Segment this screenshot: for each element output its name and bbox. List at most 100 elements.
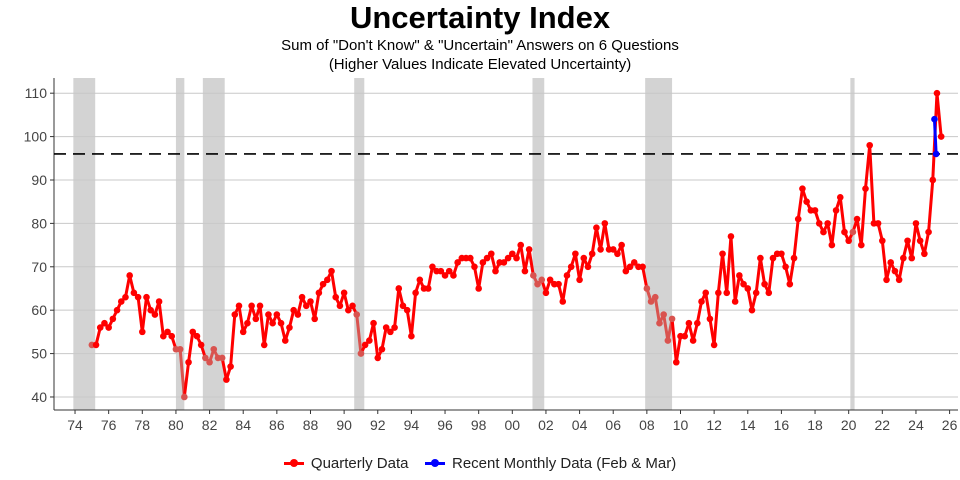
quarterly-point	[113, 306, 121, 314]
quarterly-line-segment	[372, 321, 380, 360]
quarterly-point	[164, 328, 171, 336]
quarterly-point	[487, 250, 495, 258]
quarterly-point	[366, 337, 373, 344]
quarterly-point	[937, 133, 945, 140]
x-tick-label: 94	[404, 417, 420, 433]
quarterly-point	[206, 358, 213, 366]
legend-key-monthly	[424, 457, 445, 469]
x-tick-label: 80	[168, 417, 184, 433]
quarterly-point	[122, 293, 129, 301]
recession-band	[354, 78, 365, 410]
quarterly-point	[811, 207, 819, 214]
recession-band	[532, 78, 545, 410]
quarterly-point	[109, 315, 117, 323]
quarterly-point	[319, 280, 327, 288]
quarterly-line-segment	[838, 195, 846, 234]
quarterly-line-segment	[859, 187, 867, 247]
quarterly-point	[202, 354, 209, 362]
quarterly-point	[475, 285, 482, 292]
quarterly-point	[593, 224, 600, 232]
quarterly-point	[273, 311, 281, 318]
x-tick-label: 90	[336, 417, 352, 433]
quarterly-line-segment	[519, 243, 527, 273]
quarterly-line-segment	[792, 217, 800, 260]
quarterly-point	[614, 250, 621, 258]
quarterly-point	[803, 198, 810, 205]
quarterly-point	[874, 220, 882, 227]
quarterly-point	[223, 376, 230, 383]
quarterly-line-segment	[662, 313, 670, 343]
recession-band	[850, 78, 855, 410]
quarterly-line-segment	[426, 265, 434, 290]
quarterly-point	[866, 141, 874, 149]
y-tick-label: 100	[24, 129, 48, 145]
quarterly-line-segment	[477, 260, 485, 290]
quarterly-line-segment	[758, 256, 767, 286]
quarterly-line-segment	[229, 313, 237, 369]
quarterly-point	[736, 272, 743, 279]
recession-band	[202, 78, 225, 410]
quarterly-point	[715, 289, 722, 297]
quarterly-point	[782, 263, 789, 271]
quarterly-line-segment	[561, 273, 569, 304]
quarterly-point	[361, 341, 369, 349]
quarterly-point	[651, 293, 659, 301]
quarterly-point	[597, 246, 604, 253]
quarterly-point	[256, 302, 264, 310]
quarterly-line-segment	[704, 291, 712, 321]
quarterly-point	[231, 311, 239, 318]
y-tick-label: 80	[31, 215, 47, 231]
quarterly-point	[471, 263, 478, 271]
quarterly-point	[740, 280, 747, 288]
quarterly-point	[769, 254, 777, 262]
quarterly-point	[656, 319, 663, 327]
x-tick-label: 10	[673, 417, 689, 433]
quarterly-point	[378, 345, 386, 353]
quarterly-line-segment	[653, 295, 661, 325]
quarterly-point	[563, 272, 571, 279]
y-tick-label: 90	[31, 172, 47, 188]
quarterly-point	[879, 237, 886, 245]
quarterly-point	[862, 185, 869, 192]
quarterly-line-segment	[140, 295, 149, 334]
x-tick-label: 76	[101, 417, 117, 433]
x-tick-label: 00	[505, 417, 521, 433]
quarterly-line-segment	[868, 143, 876, 225]
quarterly-point	[483, 254, 491, 262]
quarterly-point	[719, 250, 726, 258]
quarterly-point	[168, 332, 176, 340]
quarterly-line-segment	[729, 234, 737, 304]
quarterly-line-segment	[178, 347, 186, 399]
x-tick-label: 26	[942, 417, 958, 433]
quarterly-line-segment	[313, 291, 321, 321]
quarterly-point	[185, 358, 192, 366]
quarterly-point	[542, 289, 550, 297]
quarterly-point	[912, 220, 920, 227]
quarterly-point	[328, 267, 335, 275]
quarterly-line-segment	[355, 313, 363, 356]
quarterly-point	[630, 259, 638, 266]
quarterly-point	[311, 315, 318, 323]
quarterly-point	[698, 298, 705, 305]
quarterly-point	[929, 176, 937, 184]
quarterly-point	[609, 246, 617, 253]
quarterly-point	[151, 311, 159, 318]
quarterly-point	[138, 328, 146, 336]
quarterly-line-segment	[746, 286, 754, 312]
quarterly-point	[218, 354, 226, 362]
quarterly-point	[546, 276, 554, 284]
recession-band	[73, 78, 96, 410]
legend-label-quarterly: Quarterly Data	[310, 454, 409, 472]
quarterly-line-segment	[573, 252, 582, 282]
quarterly-point	[466, 254, 474, 262]
quarterly-point	[626, 263, 634, 271]
quarterly-point	[576, 276, 583, 284]
quarterly-point	[395, 285, 403, 292]
quarterly-point	[189, 328, 197, 336]
recession-band	[175, 78, 185, 410]
quarterly-point	[723, 289, 731, 297]
quarterly-point	[235, 302, 243, 310]
quarterly-point	[441, 272, 449, 279]
x-tick-label: 82	[202, 417, 218, 433]
x-tick-label: 18	[807, 417, 823, 433]
